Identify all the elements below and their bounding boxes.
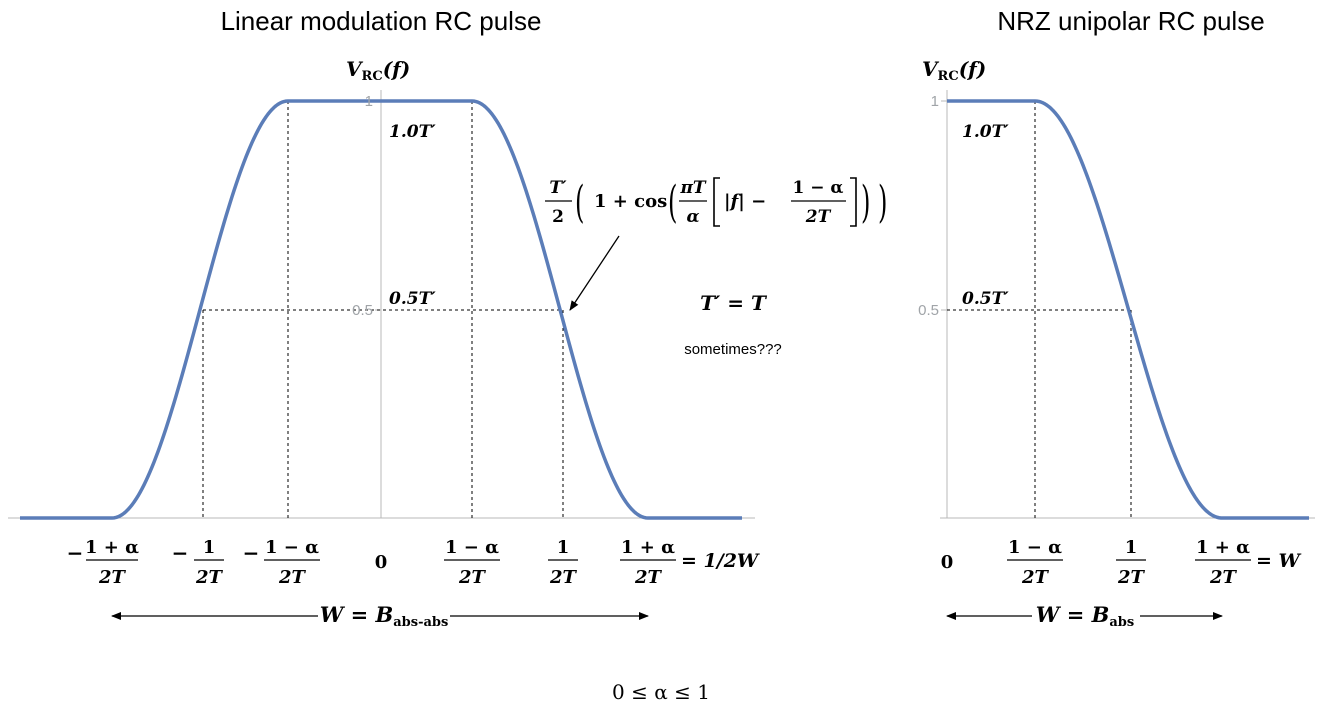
tprime-equals-t: T′ = T	[700, 291, 768, 315]
svg-text:1 + α: 1 + α	[1196, 537, 1250, 558]
left-xtick-neg-outer: − 1 + α 2T	[67, 537, 140, 588]
left-bw-label: W = Babs-abs	[320, 602, 449, 630]
sometimes-note: sometimes???	[684, 341, 782, 358]
svg-text:2T: 2T	[1209, 567, 1238, 588]
left-xtick-pos-outer: 1 + α 2T = 1/2W	[620, 537, 760, 588]
svg-text:= W: = W	[1256, 550, 1302, 572]
svg-text:2T: 2T	[1021, 567, 1050, 588]
svg-text:1 + cos: 1 + cos	[594, 191, 667, 212]
svg-text:): )	[878, 177, 887, 228]
right-xtick-inner: 1 − α 2T	[1007, 537, 1063, 588]
svg-text:1 + α: 1 + α	[85, 537, 139, 558]
right-chart-title: NRZ unipolar RC pulse	[997, 6, 1265, 36]
left-chart-title: Linear modulation RC pulse	[220, 6, 542, 36]
svg-text:2T: 2T	[98, 567, 127, 588]
right-xtick-outer: 1 + α 2T = W	[1195, 537, 1302, 588]
rc-formula: T′ 2 ( 1 + cos ( πT α |f| − 1 − α 2T ) )	[545, 177, 887, 228]
svg-text:2: 2	[552, 207, 564, 227]
svg-text:|f| −: |f| −	[724, 191, 766, 212]
right-ann-half: 0.5T′	[962, 289, 1009, 309]
left-rc-curve	[20, 99, 742, 520]
right-y-label: VRC(f)	[922, 57, 986, 84]
svg-text:1 − α: 1 − α	[793, 178, 844, 198]
right-bw-label: W = Babs	[1036, 602, 1134, 630]
right-ytick-one: 1	[931, 93, 939, 110]
svg-text:1 − α: 1 − α	[265, 537, 319, 558]
right-ann-full: 1.0T′	[962, 122, 1009, 142]
svg-text:−: −	[243, 541, 260, 565]
formula-pointer-arrow	[569, 235, 620, 311]
svg-text:): )	[861, 177, 870, 228]
right-chart: 0.5 1 VRC(f) 1.0T′ 0.5T′ 0 1 − α 2T 1 2T…	[918, 57, 1315, 630]
svg-text:(: (	[668, 177, 677, 228]
left-xtick-zero: 0	[375, 552, 388, 573]
svg-text:2T: 2T	[549, 567, 578, 588]
right-xtick-half: 1 2T	[1116, 537, 1146, 588]
svg-text:1 − α: 1 − α	[445, 537, 499, 558]
svg-text:= 1/2W: = 1/2W	[681, 550, 760, 572]
alpha-range: 0 ≤ α ≤ 1	[612, 680, 710, 704]
svg-text:−: −	[172, 541, 189, 565]
left-y-label: VRC(f)	[346, 57, 410, 84]
left-ann-full: 1.0T′	[389, 122, 436, 142]
svg-text:1: 1	[557, 537, 570, 558]
svg-text:1 + α: 1 + α	[621, 537, 675, 558]
left-chart: 0.5 1 VRC(f) 1.0T′ 0.5T′ T′ 2 ( 1 + cos …	[8, 57, 887, 630]
left-ann-half: 0.5T′	[389, 289, 436, 309]
right-rc-curve	[947, 99, 1309, 520]
svg-text:1: 1	[203, 537, 216, 558]
svg-text:1: 1	[1125, 537, 1138, 558]
svg-text:2T: 2T	[195, 567, 224, 588]
svg-text:−: −	[67, 541, 84, 565]
left-xtick-neg-half: − 1 2T	[172, 537, 224, 588]
svg-text:2T: 2T	[634, 567, 663, 588]
svg-text:2T: 2T	[1117, 567, 1146, 588]
svg-text:2T: 2T	[278, 567, 307, 588]
svg-text:(: (	[575, 177, 584, 228]
left-xtick-pos-inner: 1 − α 2T	[444, 537, 500, 588]
svg-text:πT: πT	[679, 178, 706, 198]
left-xtick-neg-inner: − 1 − α 2T	[243, 537, 320, 588]
svg-text:1 − α: 1 − α	[1008, 537, 1062, 558]
svg-text:2T: 2T	[458, 567, 487, 588]
svg-text:T′: T′	[549, 178, 567, 198]
left-xtick-pos-half: 1 2T	[548, 537, 578, 588]
right-xtick-zero: 0	[941, 552, 954, 573]
left-ytick-half: 0.5	[352, 302, 373, 319]
svg-text:2T: 2T	[805, 207, 832, 227]
right-ytick-half: 0.5	[918, 302, 939, 319]
svg-text:α: α	[686, 207, 699, 227]
left-ytick-one: 1	[365, 93, 373, 110]
